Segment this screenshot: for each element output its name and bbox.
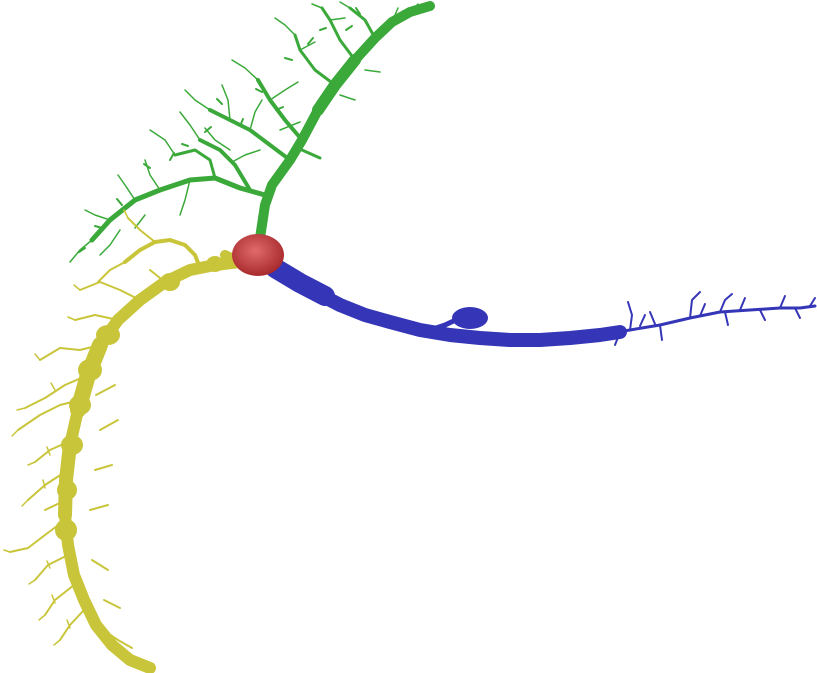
basal-dendrite: [3, 209, 246, 673]
apical-dendrite: [69, 1, 435, 263]
soma: [232, 234, 284, 276]
axon: [261, 258, 817, 347]
